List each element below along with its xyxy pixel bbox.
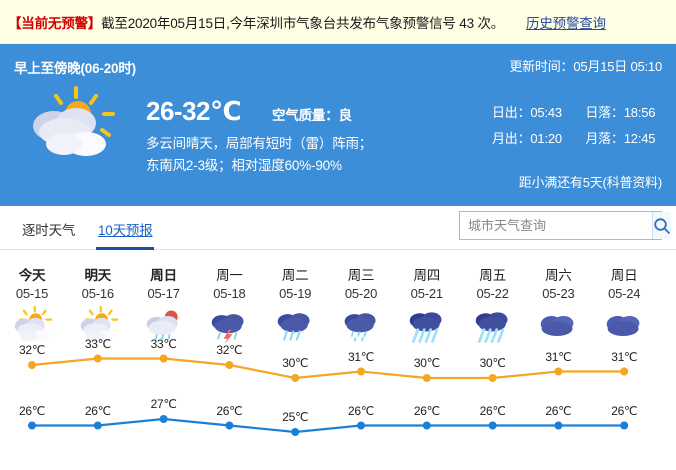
temperature-label: 31℃ (348, 349, 374, 364)
temperature-label: 26℃ (479, 403, 506, 418)
cloudy-icon (606, 316, 640, 336)
light-rain-icon (344, 313, 376, 342)
temperature-label: 26℃ (611, 403, 638, 418)
temperature-label: 32℃ (216, 343, 243, 357)
day-date: 05-23 (542, 286, 575, 301)
day-name: 周四 (413, 268, 441, 283)
temperature-label: 31℃ (611, 349, 638, 364)
temperature-label: 31℃ (545, 349, 572, 364)
search-button[interactable] (652, 212, 671, 239)
day-date: 05-17 (147, 286, 180, 301)
sun-behind-cloud-icon (33, 86, 115, 156)
temperature-label: 26℃ (545, 403, 572, 418)
temperature-label: 30℃ (282, 356, 309, 370)
current-weather-panel: 早上至傍晚(06-20时) 26-32℃ 空气质量：良 多云间晴天，局部有短时（… (0, 44, 676, 206)
day-name: 周日 (150, 268, 177, 283)
sun-behind-cloud-icon (80, 306, 118, 342)
rain-icon (277, 313, 310, 341)
current-temperature: 26-32℃ (146, 96, 241, 126)
heavy-rain-icon (475, 312, 508, 343)
temperature-label: 26℃ (348, 403, 374, 418)
day-name: 周一 (216, 268, 243, 283)
cloudy-icon (541, 316, 574, 336)
period-label: 早上至傍晚(06-20时) (14, 61, 136, 76)
heavy-rain-icon (409, 312, 442, 343)
sunrise-label: 日出：05:43 (492, 105, 562, 120)
temperature-label: 26℃ (216, 403, 243, 418)
temperature-label: 25℃ (282, 410, 309, 424)
tab-ten-day-forecast[interactable]: 10天预报 (98, 223, 153, 238)
temperature-label: 32℃ (19, 343, 45, 357)
day-date: 05-21 (410, 286, 443, 301)
temperature-label: 33℃ (150, 336, 177, 351)
search-input[interactable] (460, 212, 652, 239)
day-name: 周三 (347, 268, 375, 283)
weather-description-line1: 多云间晴天，局部有短时（雷）阵雨； (146, 136, 373, 151)
day-date: 05-22 (476, 286, 509, 301)
day-name: 明天 (84, 268, 112, 283)
day-name: 周二 (281, 268, 309, 283)
alert-history-link[interactable]: 历史预警查询 (526, 15, 606, 31)
day-date: 05-19 (279, 286, 312, 301)
day-name: 周日 (610, 268, 638, 283)
solar-term-info[interactable]: 距小满还有5天(科普资料) (518, 175, 662, 190)
forecast-columns: 今天 05-15 明天 05-16 周日 05-17 周一 05-18 (0, 250, 676, 470)
temperature-label: 30℃ (479, 356, 506, 370)
weather-description-line2: 东南风2-3级；相对湿度60%-90% (146, 158, 342, 173)
day-date: 05-20 (344, 286, 378, 301)
moonrise-label: 月出：01:20 (492, 131, 562, 146)
alert-text: 截至2020年05月15日,今年深圳市气象台共发布气象预警信号 43 次。 (101, 15, 505, 31)
alert-banner: 【当前无预警】 截至2020年05月15日,今年深圳市气象台共发布气象预警信号 … (0, 0, 676, 44)
update-time: 更新时间：05月15日 05:10 (509, 59, 662, 74)
sun-cloud-rain-icon (146, 310, 178, 340)
sun-moon-info: 日出：05:43 日落：18:56 月出：01:20 月落：12:45 (492, 102, 655, 154)
day-date: 05-15 (15, 286, 49, 301)
day-name: 今天 (18, 268, 46, 283)
temperature-label: 26℃ (19, 403, 45, 418)
day-name: 周六 (545, 268, 572, 283)
moonset-label: 月落：12:45 (585, 131, 656, 146)
temperature-label: 26℃ (84, 403, 111, 418)
sun-behind-cloud-icon (14, 306, 53, 342)
alert-tag: 【当前无预警】 (8, 15, 102, 31)
temperature-label: 30℃ (413, 356, 440, 370)
day-name: 周五 (479, 268, 506, 283)
air-quality: 空气质量：良 (272, 108, 352, 123)
sunset-label: 日落：18:56 (585, 105, 656, 120)
temperature-label: 33℃ (84, 336, 111, 351)
tab-hourly-weather[interactable]: 逐时天气 (22, 223, 76, 238)
thunderstorm-icon (212, 314, 244, 345)
active-tab-indicator (96, 247, 154, 250)
temperature-label: 27℃ (150, 397, 177, 411)
temperature-label: 26℃ (413, 403, 440, 418)
city-search-box[interactable] (459, 211, 671, 240)
search-icon (654, 217, 670, 234)
day-date: 05-16 (81, 286, 114, 301)
day-date: 05-18 (213, 286, 246, 301)
day-date: 05-24 (608, 286, 641, 301)
